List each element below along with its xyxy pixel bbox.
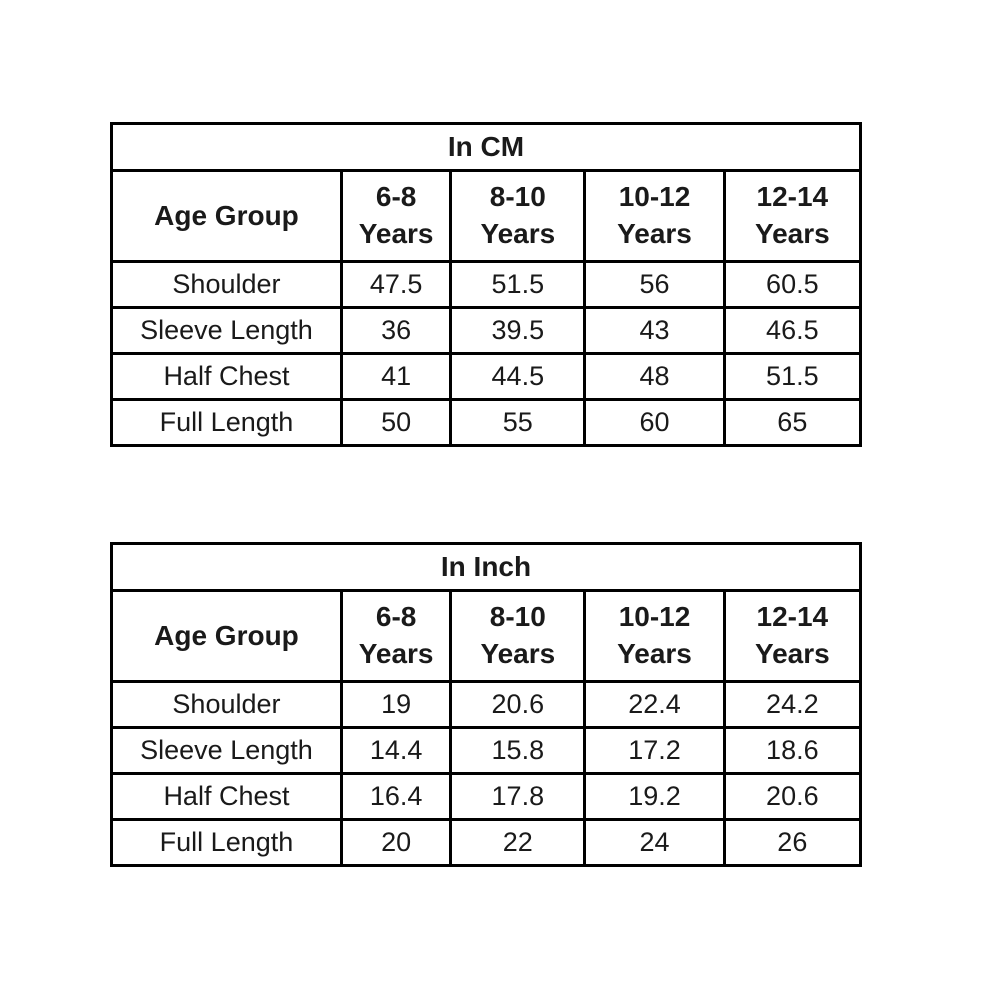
cell-value: 44.5: [449, 352, 587, 401]
row-label-shoulder: Shoulder: [110, 260, 343, 309]
table-row: Sleeve Length 36 39.5 43 46.5: [110, 306, 863, 355]
row-label-half-chest: Half Chest: [110, 772, 343, 821]
table-header-row: Age Group 6-8 Years 8-10 Years 10-12 Yea…: [110, 589, 863, 683]
header-age-group: Age Group: [110, 169, 343, 263]
row-label-full-length: Full Length: [110, 398, 343, 447]
row-label-shoulder: Shoulder: [110, 680, 343, 729]
cell-value: 56: [583, 260, 726, 309]
table-row: Sleeve Length 14.4 15.8 17.2 18.6: [110, 726, 863, 775]
cell-value: 48: [583, 352, 726, 401]
cell-value: 65: [722, 398, 863, 447]
cell-value: 24: [583, 818, 726, 867]
cell-value: 51.5: [722, 352, 863, 401]
cell-value: 41: [339, 352, 453, 401]
table-title-row: In Inch: [110, 542, 862, 592]
cell-value: 51.5: [449, 260, 587, 309]
table-title-cm: In CM: [110, 122, 862, 172]
cell-value: 22: [449, 818, 587, 867]
header-8-10-years: 8-10 Years: [449, 169, 587, 263]
cell-value: 20.6: [722, 772, 863, 821]
cell-value: 19: [339, 680, 453, 729]
table-title-row: In CM: [110, 122, 862, 172]
table-row: Full Length 20 22 24 26: [110, 818, 863, 867]
cell-value: 20.6: [449, 680, 587, 729]
row-label-sleeve-length: Sleeve Length: [110, 306, 343, 355]
table-row: Half Chest 16.4 17.8 19.2 20.6: [110, 772, 863, 821]
cell-value: 22.4: [583, 680, 726, 729]
table-header-row: Age Group 6-8 Years 8-10 Years 10-12 Yea…: [110, 169, 863, 263]
cell-value: 18.6: [722, 726, 863, 775]
cell-value: 60: [583, 398, 726, 447]
table-row: Shoulder 47.5 51.5 56 60.5: [110, 260, 863, 309]
row-label-sleeve-length: Sleeve Length: [110, 726, 343, 775]
header-10-12-years: 10-12 Years: [583, 589, 726, 683]
cell-value: 24.2: [722, 680, 863, 729]
header-12-14-years: 12-14 Years: [722, 169, 863, 263]
table-row: Half Chest 41 44.5 48 51.5: [110, 352, 863, 401]
cell-value: 55: [449, 398, 587, 447]
cell-value: 16.4: [339, 772, 453, 821]
cell-value: 47.5: [339, 260, 453, 309]
cell-value: 15.8: [449, 726, 587, 775]
cell-value: 17.2: [583, 726, 726, 775]
cell-value: 17.8: [449, 772, 587, 821]
cell-value: 14.4: [339, 726, 453, 775]
table-row: Shoulder 19 20.6 22.4 24.2: [110, 680, 863, 729]
header-age-group: Age Group: [110, 589, 343, 683]
table-row: Full Length 50 55 60 65: [110, 398, 863, 447]
row-label-half-chest: Half Chest: [110, 352, 343, 401]
cell-value: 20: [339, 818, 453, 867]
size-table-inch: In Inch Age Group 6-8 Years 8-10 Years 1…: [110, 542, 863, 867]
header-6-8-years: 6-8 Years: [339, 169, 453, 263]
header-12-14-years: 12-14 Years: [722, 589, 863, 683]
cell-value: 60.5: [722, 260, 863, 309]
cell-value: 50: [339, 398, 453, 447]
cell-value: 26: [722, 818, 863, 867]
cell-value: 39.5: [449, 306, 587, 355]
cell-value: 43: [583, 306, 726, 355]
table-title-inch: In Inch: [110, 542, 862, 592]
header-10-12-years: 10-12 Years: [583, 169, 726, 263]
row-label-full-length: Full Length: [110, 818, 343, 867]
cell-value: 36: [339, 306, 453, 355]
header-8-10-years: 8-10 Years: [449, 589, 587, 683]
cell-value: 46.5: [722, 306, 863, 355]
cell-value: 19.2: [583, 772, 726, 821]
size-table-cm: In CM Age Group 6-8 Years 8-10 Years 10-…: [110, 122, 863, 447]
header-6-8-years: 6-8 Years: [339, 589, 453, 683]
